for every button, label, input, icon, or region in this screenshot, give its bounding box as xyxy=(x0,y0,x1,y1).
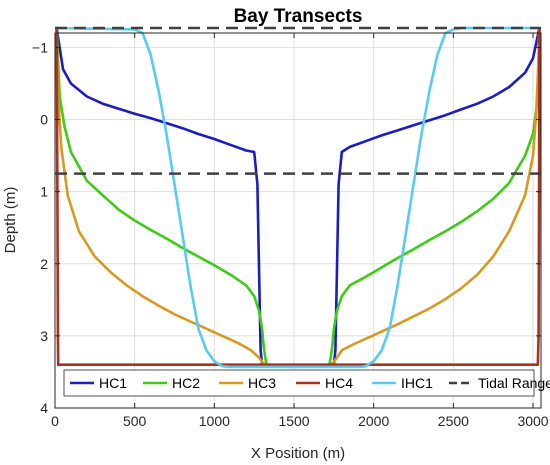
series-ihc1-line xyxy=(56,26,540,369)
x-tick-label: 1500 xyxy=(278,413,309,429)
axis-ticks xyxy=(54,33,541,409)
y-tick-label: 2 xyxy=(40,256,48,272)
series-layer xyxy=(55,26,541,369)
y-tick-label: 0 xyxy=(40,112,48,128)
x-tick-label: 3000 xyxy=(517,413,548,429)
x-axis-label: X Position (m) xyxy=(251,445,345,462)
x-tick-label: 500 xyxy=(123,413,147,429)
legend: HC1 HC2 HC3 HC4 IHC1 Tidal Range xyxy=(63,369,550,397)
plot-area xyxy=(54,26,542,409)
y-tick-label: 1 xyxy=(40,184,48,200)
legend-label-hc3: HC3 xyxy=(248,375,276,391)
y-tick-label: −1 xyxy=(32,39,48,55)
legend-label-tidal-range: Tidal Range xyxy=(478,375,550,391)
legend-label-ihc1: IHC1 xyxy=(401,375,433,391)
chart-title: Bay Transects xyxy=(234,6,363,27)
x-tick-label: 0 xyxy=(51,413,59,429)
y-tick-label: 4 xyxy=(40,400,48,416)
legend-label-hc1: HC1 xyxy=(99,375,127,391)
x-tick-label: 2500 xyxy=(438,413,469,429)
legend-label-hc2: HC2 xyxy=(172,375,200,391)
y-tick-label: 3 xyxy=(40,328,48,344)
y-axis-label: Depth (m) xyxy=(2,187,19,254)
legend-label-hc4: HC4 xyxy=(325,375,353,391)
x-tick-label: 1000 xyxy=(199,413,230,429)
x-tick-label: 2000 xyxy=(358,413,389,429)
